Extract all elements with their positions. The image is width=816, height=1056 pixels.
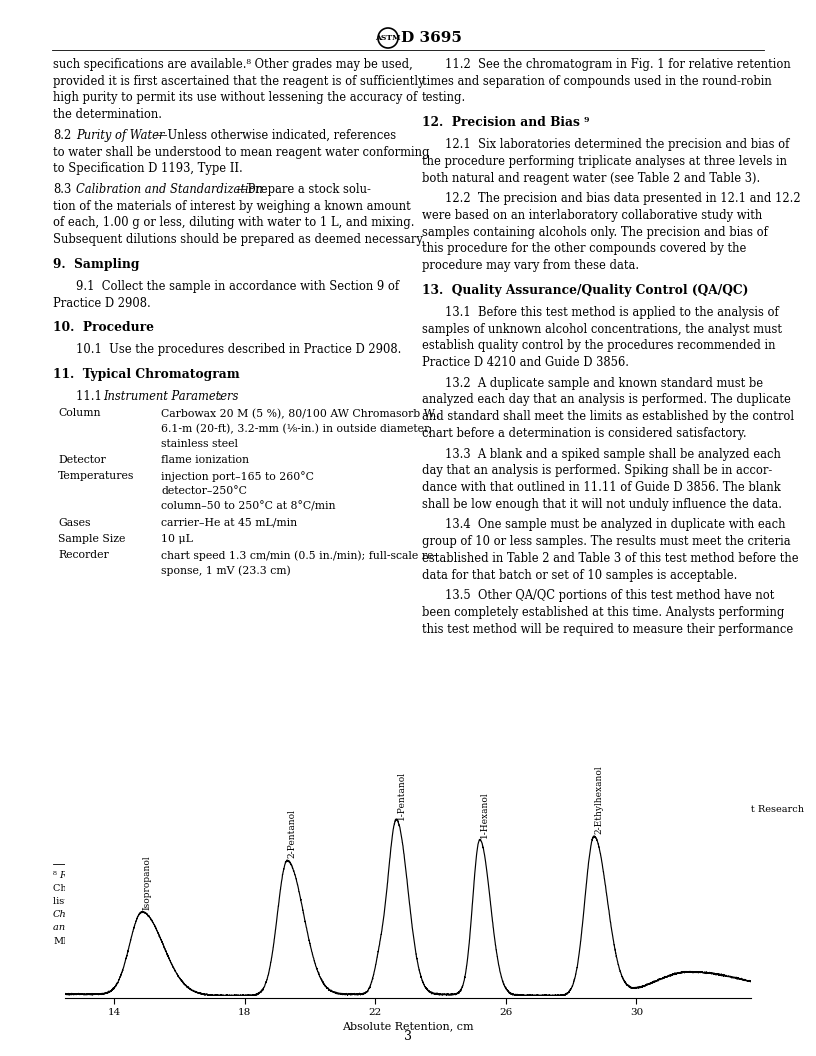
Text: to Specification D 1193, Type II.: to Specification D 1193, Type II. (53, 163, 242, 175)
Text: 13.4  One sample must be analyzed in duplicate with each: 13.4 One sample must be analyzed in dupl… (445, 518, 786, 531)
Text: detector–250°C: detector–250°C (161, 487, 247, 496)
Text: Chemical Society, Washington, DC. For suggestions on the testing of reagents not: Chemical Society, Washington, DC. For su… (53, 884, 458, 893)
Text: 3: 3 (404, 1030, 412, 1042)
Text: 1-Pentanol: 1-Pentanol (397, 772, 406, 821)
Text: carrier–He at 45 mL/min: carrier–He at 45 mL/min (161, 517, 297, 528)
Text: times and separation of compounds used in the round-robin: times and separation of compounds used i… (422, 75, 772, 88)
Text: , BDH Ltd., Poole, Dorset, U.K., and the: , BDH Ltd., Poole, Dorset, U.K., and the (88, 910, 288, 920)
Text: 11.2  See the chromatogram in Fig. 1 for relative retention: 11.2 See the chromatogram in Fig. 1 for … (445, 58, 791, 71)
Text: ⁹ Supporting data are available from ASTM Headquarters. Request Research: ⁹ Supporting data are available from AST… (422, 805, 804, 814)
Text: 9.1  Collect the sample in accordance with Section 9 of: 9.1 Collect the sample in accordance wit… (76, 280, 399, 293)
Text: 13.  Quality Assurance/Quality Control (QA/QC): 13. Quality Assurance/Quality Control (Q… (422, 284, 748, 297)
Text: 2-Ethylhexanol: 2-Ethylhexanol (594, 766, 603, 834)
Text: samples containing alcohols only. The precision and bias of: samples containing alcohols only. The pr… (422, 226, 768, 239)
Text: Carbowax 20 M (5 %), 80/100 AW Chromasorb W.,: Carbowax 20 M (5 %), 80/100 AW Chromasor… (161, 409, 440, 419)
Text: 13.2  A duplicate sample and known standard must be: 13.2 A duplicate sample and known standa… (445, 377, 763, 390)
Text: Temperatures: Temperatures (58, 471, 135, 482)
Text: flame ionization: flame ionization (161, 455, 249, 465)
Text: to water shall be understood to mean reagent water conforming: to water shall be understood to mean rea… (53, 146, 429, 158)
Text: 13.3  A blank and a spiked sample shall be analyzed each: 13.3 A blank and a spiked sample shall b… (445, 448, 781, 460)
Text: Subsequent dilutions should be prepared as deemed necessary.: Subsequent dilutions should be prepared … (53, 233, 425, 246)
Text: tion of the materials of interest by weighing a known amount: tion of the materials of interest by wei… (53, 200, 410, 212)
Text: stainless steel: stainless steel (161, 439, 238, 449)
Text: 12.2  The precision and bias data presented in 12.1 and 12.2: 12.2 The precision and bias data present… (445, 192, 800, 205)
Text: 10.  Procedure: 10. Procedure (53, 321, 154, 335)
Text: Gases: Gases (58, 517, 91, 528)
Text: —Unless otherwise indicated, references: —Unless otherwise indicated, references (156, 129, 396, 142)
Text: :: : (218, 390, 222, 403)
Text: 9.  Sampling: 9. Sampling (53, 258, 140, 271)
Text: column–50 to 250°C at 8°C/min: column–50 to 250°C at 8°C/min (161, 502, 335, 512)
Text: 11.1: 11.1 (76, 390, 109, 403)
Text: Sample Size: Sample Size (58, 533, 126, 544)
Text: United States Pharmacopeia: United States Pharmacopeia (252, 910, 394, 920)
Text: dance with that outlined in 11.11 of Guide D 3856. The blank: dance with that outlined in 11.11 of Gui… (422, 482, 781, 494)
Text: 2-Pentanol: 2-Pentanol (287, 810, 296, 859)
Text: 6.1-m (20-ft), 3.2-mm (⅛-in.) in outside diameter,: 6.1-m (20-ft), 3.2-mm (⅛-in.) in outside… (161, 423, 432, 434)
Text: Detector: Detector (58, 455, 106, 465)
Text: Calibration and Standardization: Calibration and Standardization (76, 183, 263, 196)
Text: Analar Standards for Laboratory: Analar Standards for Laboratory (235, 898, 397, 906)
Text: —Prepare a stock solu-: —Prepare a stock solu- (236, 183, 371, 196)
Text: chart speed 1.3 cm/min (0.5 in./min); full-scale re-: chart speed 1.3 cm/min (0.5 in./min); fu… (161, 550, 437, 561)
Text: Practice D 4210 and Guide D 3856.: Practice D 4210 and Guide D 3856. (422, 356, 629, 369)
Text: such specifications are available.⁸ Other grades may be used,: such specifications are available.⁸ Othe… (53, 58, 413, 71)
Text: ⁸: ⁸ (53, 871, 60, 880)
Text: Practice D 2908.: Practice D 2908. (53, 297, 151, 309)
Text: Instrument Parameters: Instrument Parameters (103, 390, 238, 403)
Text: 1-Hexanol: 1-Hexanol (480, 791, 489, 837)
Text: and standard shall meet the limits as established by the control: and standard shall meet the limits as es… (422, 410, 794, 423)
Text: were based on an interlaboratory collaborative study with: were based on an interlaboratory collabo… (422, 209, 762, 222)
Text: 13.1  Before this test method is applied to the analysis of: 13.1 Before this test method is applied … (445, 306, 778, 319)
Text: 10 μL: 10 μL (161, 533, 193, 544)
Text: 13.5  Other QA/QC portions of this test method have not: 13.5 Other QA/QC portions of this test m… (445, 589, 774, 602)
Text: Reagent Chemicals, American Chemical Society Specifications,: Reagent Chemicals, American Chemical Soc… (60, 871, 374, 880)
Text: chart before a determination is considered satisfactory.: chart before a determination is consider… (422, 427, 747, 440)
Text: shall be low enough that it will not unduly influence the data.: shall be low enough that it will not und… (422, 497, 782, 511)
Text: been completely established at this time. Analysts performing: been completely established at this time… (422, 606, 784, 619)
Text: group of 10 or less samples. The results must meet the criteria: group of 10 or less samples. The results… (422, 535, 791, 548)
Text: data for that batch or set of 10 samples is acceptable.: data for that batch or set of 10 samples… (422, 568, 738, 582)
Text: ASTM: ASTM (375, 34, 401, 42)
Text: 12.1  Six laboratories determined the precision and bias of: 12.1 Six laboratories determined the pre… (445, 138, 789, 151)
Text: established in Table 2 and Table 3 of this test method before the: established in Table 2 and Table 3 of th… (422, 552, 799, 565)
Text: this test method will be required to measure their performance: this test method will be required to mea… (422, 623, 793, 636)
Text: 10.1  Use the procedures described in Practice D 2908.: 10.1 Use the procedures described in Pra… (76, 343, 401, 356)
Text: Recorder: Recorder (58, 550, 109, 560)
Text: and National Formulary: and National Formulary (53, 924, 171, 932)
Text: this procedure for the other compounds covered by the: this procedure for the other compounds c… (422, 243, 747, 256)
Text: 8.3: 8.3 (53, 183, 71, 196)
Text: Column: Column (58, 409, 100, 418)
Text: 8.2: 8.2 (53, 129, 71, 142)
Text: Isopropanol: Isopropanol (142, 855, 151, 910)
Text: analyzed each day that an analysis is performed. The duplicate: analyzed each day that an analysis is pe… (422, 394, 791, 407)
Text: both natural and reagent water (see Table 2 and Table 3).: both natural and reagent water (see Tabl… (422, 171, 761, 185)
Text: , U.S. Pharmaceutical Convention, Inc. (USPC), Rockville,: , U.S. Pharmaceutical Convention, Inc. (… (140, 924, 426, 932)
Text: day that an analysis is performed. Spiking shall be in accor-: day that an analysis is performed. Spiki… (422, 465, 772, 477)
Text: procedure may vary from these data.: procedure may vary from these data. (422, 259, 639, 272)
Text: American: American (308, 871, 358, 880)
Text: high purity to permit its use without lessening the accuracy of: high purity to permit its use without le… (53, 92, 417, 105)
Text: 11.  Typical Chromatogram: 11. Typical Chromatogram (53, 367, 240, 381)
Text: the procedure performing triplicate analyses at three levels in: the procedure performing triplicate anal… (422, 155, 787, 168)
Text: of each, 1.00 g or less, diluting with water to 1 L, and mixing.: of each, 1.00 g or less, diluting with w… (53, 216, 415, 229)
Text: Report RR:D19-1045.: Report RR:D19-1045. (422, 818, 529, 827)
Text: Purity of Water: Purity of Water (76, 129, 164, 142)
Text: injection port–165 to 260°C: injection port–165 to 260°C (161, 471, 314, 482)
Text: establish quality control by the procedures recommended in: establish quality control by the procedu… (422, 339, 775, 353)
Text: provided it is first ascertained that the reagent is of sufficiently: provided it is first ascertained that th… (53, 75, 424, 88)
Text: testing.: testing. (422, 92, 466, 105)
X-axis label: Absolute Retention, cm: Absolute Retention, cm (342, 1021, 474, 1032)
Text: 12.  Precision and Bias ⁹: 12. Precision and Bias ⁹ (422, 116, 589, 129)
Text: sponse, 1 mV (23.3 cm): sponse, 1 mV (23.3 cm) (161, 565, 290, 576)
Text: samples of unknown alcohol concentrations, the analyst must: samples of unknown alcohol concentration… (422, 322, 782, 336)
Text: Chemicals: Chemicals (53, 910, 104, 920)
Text: D 3695: D 3695 (401, 31, 462, 45)
Text: listed by the American Chemical Society, see: listed by the American Chemical Society,… (53, 898, 278, 906)
Text: the determination.: the determination. (53, 108, 162, 121)
Text: MD.: MD. (53, 937, 73, 945)
